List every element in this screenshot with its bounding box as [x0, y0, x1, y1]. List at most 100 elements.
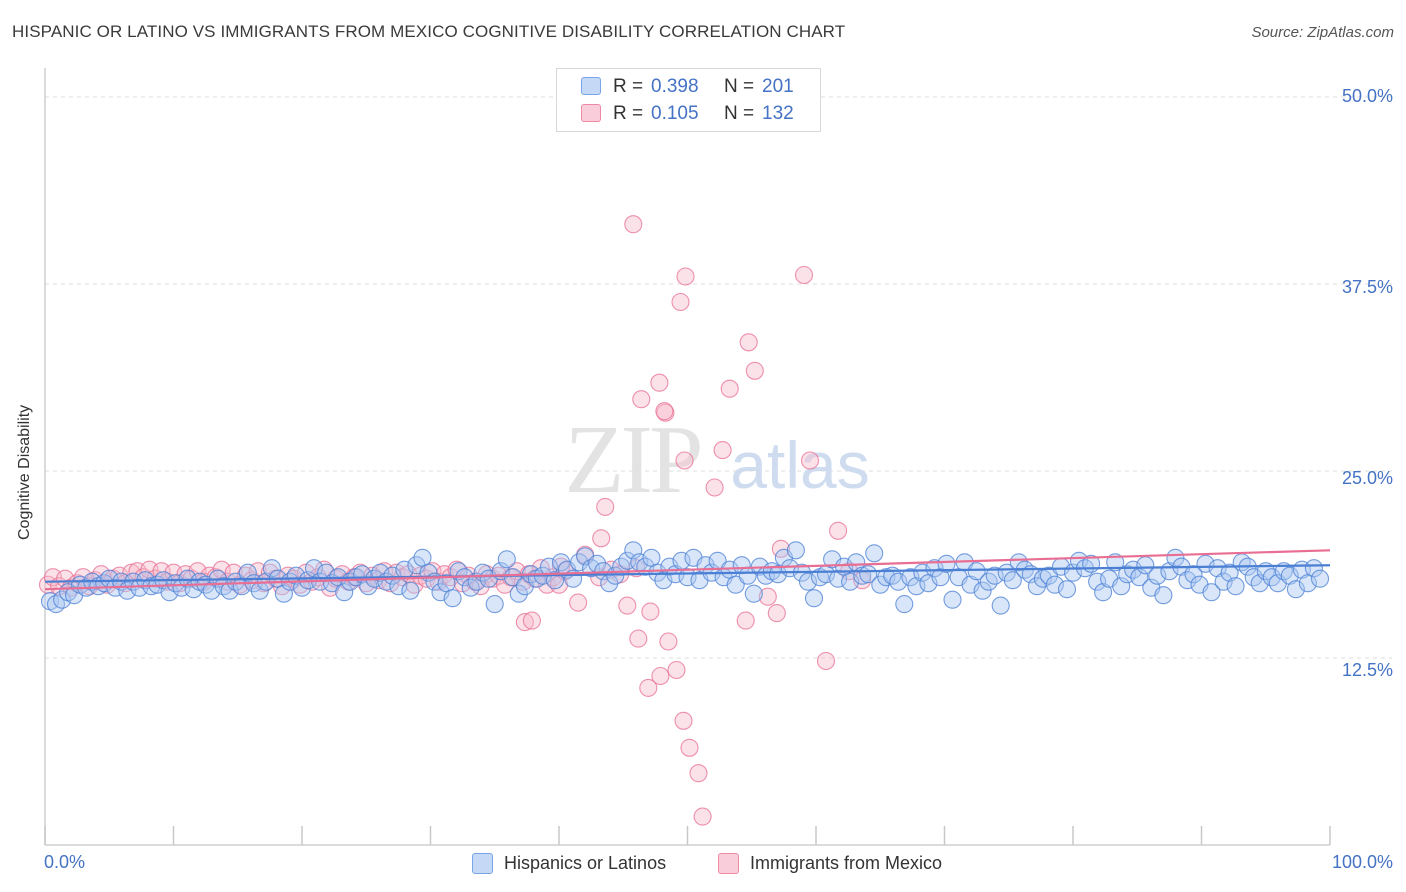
data-point — [744, 584, 763, 603]
gridlines — [45, 96, 1392, 659]
data-point — [1003, 571, 1022, 590]
correlation-legend: R = 0.398 N = 201 R = 0.105 N = 132 — [556, 68, 821, 132]
data-point — [1045, 575, 1064, 594]
data-point — [1154, 586, 1173, 605]
data-point — [1124, 560, 1143, 579]
axes — [44, 68, 1331, 846]
data-point — [1039, 566, 1058, 585]
data-point — [794, 265, 814, 285]
data-point — [1214, 572, 1233, 591]
data-point — [705, 478, 724, 497]
data-point — [304, 559, 324, 578]
watermark-atlas: atlas — [730, 428, 869, 502]
trend-line-hispanic — [44, 564, 1331, 583]
data-point — [786, 541, 805, 560]
x-tick-max: 100.0% — [1331, 852, 1393, 872]
series-hispanics-or-latinos — [40, 541, 1330, 615]
data-point — [1112, 577, 1131, 596]
data-point — [650, 373, 669, 392]
data-point — [829, 569, 848, 588]
data-point — [551, 553, 571, 572]
n-label: N = — [724, 76, 755, 97]
legend-label: Immigrants from Mexico — [750, 853, 943, 873]
data-point — [865, 544, 884, 563]
trend-lines — [44, 549, 1331, 591]
y-tick-12-5: 12.5% — [1341, 660, 1393, 680]
y-tick-25: 25.0% — [1341, 468, 1393, 488]
legend-swatch-blue — [472, 853, 493, 874]
data-point — [632, 390, 651, 409]
data-point — [859, 565, 878, 584]
data-point — [991, 596, 1010, 615]
data-point — [651, 666, 670, 686]
data-point — [1088, 572, 1107, 591]
data-point — [871, 575, 890, 594]
data-point — [53, 590, 72, 609]
data-point — [639, 678, 658, 697]
data-point — [569, 593, 588, 612]
data-point — [596, 497, 615, 516]
data-point — [739, 333, 758, 352]
data-point — [877, 568, 896, 587]
data-point — [800, 451, 820, 470]
data-point — [943, 590, 962, 609]
data-point — [925, 559, 944, 578]
data-point — [967, 562, 986, 581]
data-point — [973, 581, 992, 600]
data-point — [383, 566, 402, 585]
data-point — [720, 379, 739, 398]
data-point — [895, 595, 914, 614]
r-label: R = — [613, 103, 644, 124]
data-point — [913, 563, 932, 582]
data-point — [1304, 559, 1323, 578]
data-point — [220, 581, 239, 600]
data-point — [674, 711, 693, 730]
legend-swatch-blue — [581, 77, 601, 95]
data-point — [1286, 580, 1305, 599]
data-point — [655, 402, 674, 421]
data-point — [736, 611, 755, 630]
data-point — [509, 584, 528, 603]
x-tick-min: 0.0% — [44, 852, 86, 872]
data-point — [659, 632, 678, 651]
data-point — [671, 292, 690, 312]
data-point — [238, 563, 257, 582]
data-point — [262, 559, 281, 578]
data-point — [1310, 569, 1330, 588]
data-point — [804, 589, 824, 608]
legend-label: Hispanics or Latinos — [504, 853, 667, 873]
data-point — [497, 550, 516, 569]
data-point — [1057, 580, 1077, 599]
y-axis-title: Cognitive Disability — [16, 404, 33, 540]
data-point — [160, 583, 179, 602]
n-value: 201 — [762, 76, 794, 97]
data-point — [503, 568, 522, 587]
data-point — [829, 521, 848, 540]
data-point — [680, 738, 699, 757]
data-point — [901, 568, 920, 587]
data-point — [592, 529, 611, 548]
data-point — [798, 572, 818, 591]
data-point — [676, 267, 695, 286]
data-point — [889, 572, 908, 591]
data-point — [286, 566, 306, 585]
series-legend: Hispanics or Latinos Immigrants from Mex… — [0, 852, 1406, 878]
n-label: N = — [724, 103, 755, 124]
trend-line-mexico — [44, 549, 1331, 591]
data-point — [937, 554, 956, 573]
data-point — [931, 568, 950, 587]
data-point — [1009, 553, 1028, 572]
data-point — [1106, 553, 1125, 572]
r-label: R = — [613, 76, 644, 97]
data-point — [515, 613, 534, 632]
legend-swatch-pink — [581, 104, 601, 122]
data-point — [401, 581, 420, 600]
source-credit: Source: ZipAtlas.com — [1251, 24, 1394, 41]
legend-swatch-pink — [718, 853, 739, 874]
data-point — [1220, 563, 1239, 582]
chart-title: HISPANIC OR LATINO VS IMMIGRANTS FROM ME… — [12, 22, 846, 41]
data-point — [667, 660, 686, 680]
r-value: 0.398 — [651, 76, 699, 97]
y-tick-50: 50.0% — [1341, 86, 1393, 106]
